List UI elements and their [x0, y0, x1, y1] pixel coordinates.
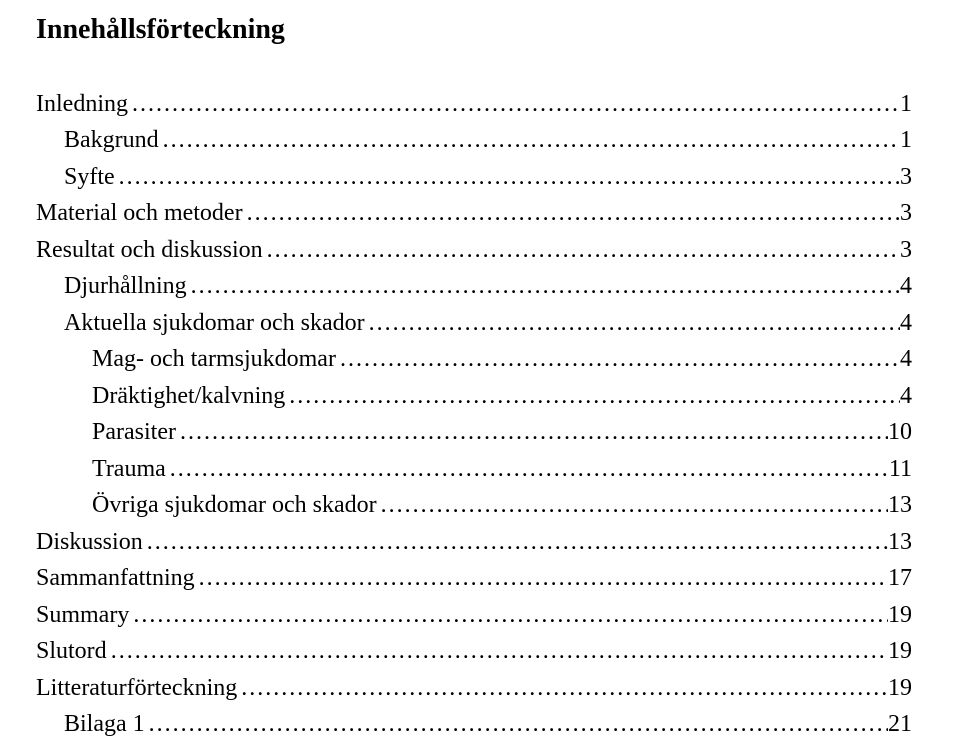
- toc-entry-page: 4: [900, 378, 912, 414]
- toc-entry-page: 1: [900, 122, 912, 158]
- toc-entry-page: 19: [888, 633, 912, 669]
- toc-leader-dots: [107, 633, 888, 669]
- toc-entry-page: 10: [888, 414, 912, 450]
- toc-entry-page: 13: [888, 487, 912, 523]
- toc-title: Innehållsförteckning: [36, 14, 912, 46]
- toc-entry-label: Bilaga 1: [64, 706, 145, 742]
- toc-entry-page: 13: [888, 524, 912, 560]
- toc-entry-page: 3: [900, 195, 912, 231]
- toc-leader-dots: [159, 122, 900, 158]
- toc-entry-label: Inledning: [36, 86, 128, 122]
- toc-entry-page: 4: [900, 268, 912, 304]
- toc-entry: Sammanfattning 17: [36, 560, 912, 596]
- toc-entry: Bakgrund 1: [36, 122, 912, 158]
- toc-entry-label: Mag- och tarmsjukdomar: [92, 341, 336, 377]
- toc-entry-page: 11: [889, 451, 912, 487]
- toc-entry: Djurhållning 4: [36, 268, 912, 304]
- toc-leader-dots: [336, 341, 900, 377]
- toc-list: Inledning1Bakgrund1Syfte3Material och me…: [36, 86, 912, 742]
- toc-entry-label: Sammanfattning: [36, 560, 195, 596]
- toc-entry: Summary 19: [36, 597, 912, 633]
- toc-entry-page: 3: [900, 159, 912, 195]
- toc-leader-dots: [187, 268, 900, 304]
- toc-entry-page: 19: [888, 670, 912, 706]
- toc-entry: Övriga sjukdomar och skador 13: [36, 487, 912, 523]
- toc-leader-dots: [263, 232, 900, 268]
- toc-entry-label: Bakgrund: [64, 122, 159, 158]
- toc-entry-page: 1: [900, 86, 912, 122]
- toc-entry-label: Slutord: [36, 633, 107, 669]
- toc-entry-label: Litteraturförteckning: [36, 670, 237, 706]
- toc-entry-page: 3: [900, 232, 912, 268]
- toc-entry: Slutord 19: [36, 633, 912, 669]
- toc-entry: Trauma 11: [36, 451, 912, 487]
- toc-leader-dots: [129, 597, 888, 633]
- toc-leader-dots: [243, 195, 900, 231]
- toc-entry: Litteraturförteckning 19: [36, 670, 912, 706]
- toc-entry: Inledning 1: [36, 86, 912, 122]
- toc-entry: Syfte 3: [36, 159, 912, 195]
- toc-entry: Parasiter 10: [36, 414, 912, 450]
- toc-entry-page: 4: [900, 305, 912, 341]
- toc-entry-label: Trauma: [92, 451, 166, 487]
- toc-leader-dots: [176, 414, 888, 450]
- toc-entry-page: 17: [888, 560, 912, 596]
- toc-leader-dots: [285, 378, 900, 414]
- toc-entry-label: Syfte: [64, 159, 115, 195]
- toc-entry-page: 21: [888, 706, 912, 742]
- toc-leader-dots: [365, 305, 900, 341]
- toc-entry-page: 19: [888, 597, 912, 633]
- toc-entry: Material och metoder 3: [36, 195, 912, 231]
- toc-entry-page: 4: [900, 341, 912, 377]
- toc-leader-dots: [115, 159, 900, 195]
- toc-entry-label: Övriga sjukdomar och skador: [92, 487, 377, 523]
- toc-entry-label: Resultat och diskussion: [36, 232, 263, 268]
- toc-leader-dots: [377, 487, 888, 523]
- toc-entry: Bilaga 1 21: [36, 706, 912, 742]
- toc-entry: Resultat och diskussion 3: [36, 232, 912, 268]
- toc-entry-label: Djurhållning: [64, 268, 187, 304]
- toc-entry-label: Aktuella sjukdomar och skador: [64, 305, 365, 341]
- toc-entry-label: Diskussion: [36, 524, 143, 560]
- toc-leader-dots: [195, 560, 888, 596]
- toc-entry: Mag- och tarmsjukdomar 4: [36, 341, 912, 377]
- toc-leader-dots: [166, 451, 889, 487]
- toc-leader-dots: [143, 524, 888, 560]
- toc-leader-dots: [128, 86, 900, 122]
- toc-leader-dots: [145, 706, 888, 742]
- toc-leader-dots: [237, 670, 888, 706]
- toc-entry: Aktuella sjukdomar och skador 4: [36, 305, 912, 341]
- toc-entry: Diskussion 13: [36, 524, 912, 560]
- toc-entry-label: Dräktighet/kalvning: [92, 378, 285, 414]
- toc-entry-label: Material och metoder: [36, 195, 243, 231]
- toc-entry-label: Parasiter: [92, 414, 176, 450]
- toc-entry: Dräktighet/kalvning 4: [36, 378, 912, 414]
- toc-page: Innehållsförteckning Inledning 1 Bakgrund 1…: [0, 0, 960, 742]
- toc-entry-label: Summary: [36, 597, 129, 633]
